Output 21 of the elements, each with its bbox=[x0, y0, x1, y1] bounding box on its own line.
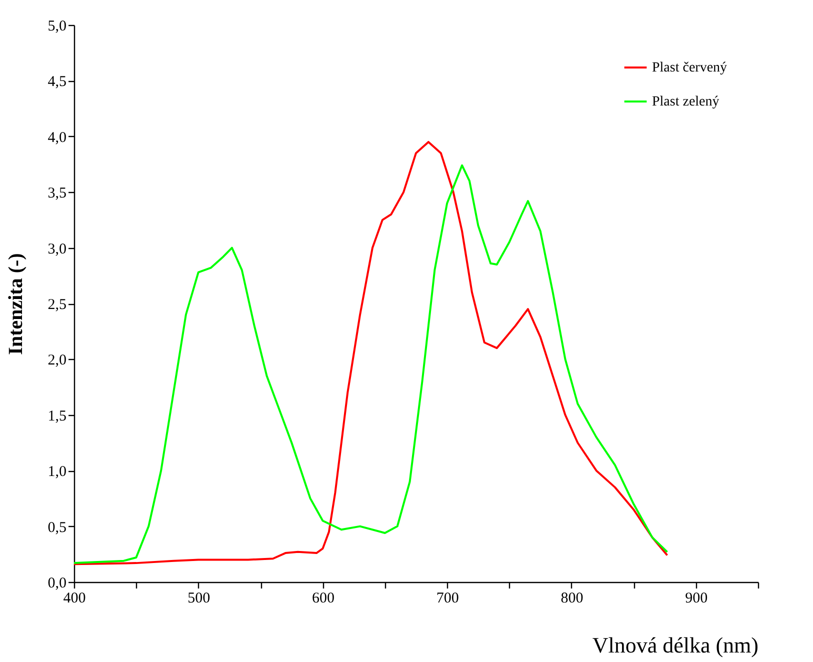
legend-label: Plast zelený bbox=[652, 94, 720, 110]
y-tick-label: 2,5 bbox=[48, 297, 66, 313]
x-tick-label: 400 bbox=[63, 590, 86, 606]
y-tick-label: 4,0 bbox=[48, 130, 66, 146]
x-tick-label: 500 bbox=[188, 590, 210, 606]
y-tick-label: 3,5 bbox=[48, 186, 66, 202]
x-tick-label: 700 bbox=[436, 590, 459, 606]
x-tick-label: 900 bbox=[685, 590, 708, 606]
x-axis-title: Vlnová délka (nm) bbox=[592, 632, 758, 658]
y-tick-label: 3,0 bbox=[48, 241, 66, 258]
y-tick-label: 1,0 bbox=[48, 464, 66, 480]
x-tick-label: 600 bbox=[312, 590, 334, 606]
y-tick-label: 0,0 bbox=[48, 576, 66, 592]
legend-label: Plast červený bbox=[652, 60, 728, 76]
y-tick-label: 1,5 bbox=[48, 408, 66, 424]
y-axis-title: Intenzita (-) bbox=[4, 253, 27, 355]
y-tick-label: 2,0 bbox=[48, 352, 66, 369]
y-tick-label: 0,5 bbox=[48, 520, 66, 536]
x-tick-label: 800 bbox=[560, 590, 584, 606]
y-tick-label: 4,5 bbox=[48, 74, 66, 90]
y-tick-label: 5,0 bbox=[48, 18, 66, 34]
